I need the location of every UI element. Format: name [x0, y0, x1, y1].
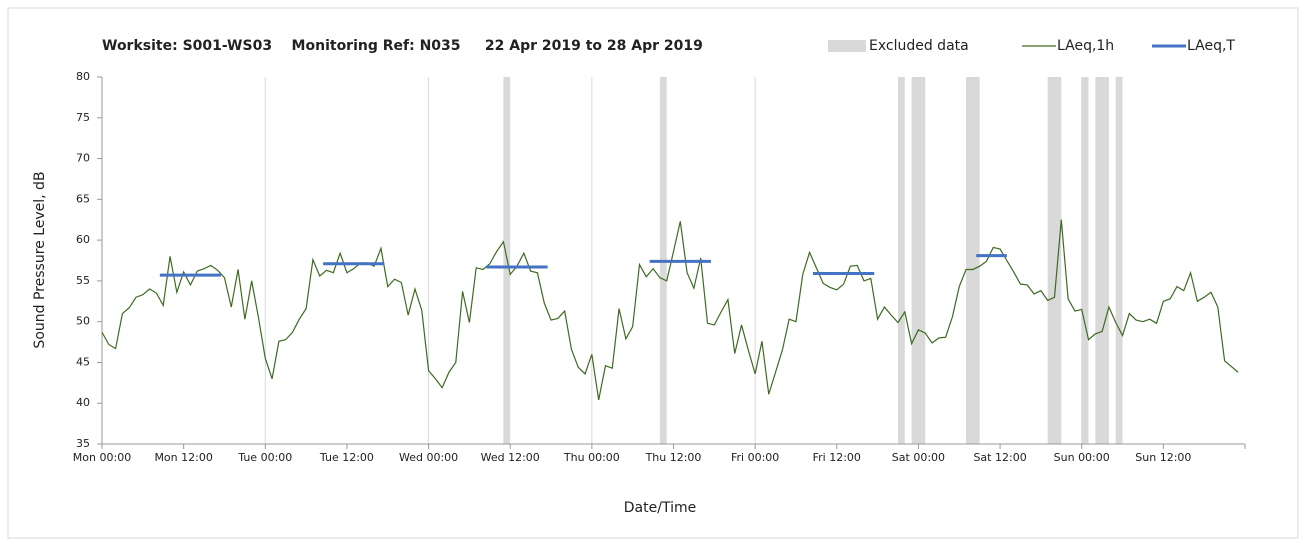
x-tick-label: Thu 12:00 [645, 451, 702, 464]
x-axis-label: Date/Time [624, 500, 696, 516]
x-tick-label: Fri 00:00 [731, 451, 779, 464]
frame [7, 7, 1299, 539]
excluded-band [1047, 77, 1062, 444]
x-tick-label: Wed 12:00 [481, 451, 540, 464]
legend-label: Excluded data [869, 38, 969, 54]
excluded-band [1095, 77, 1109, 444]
x-tick-label: Wed 00:00 [399, 451, 458, 464]
x-tick-label: Tue 12:00 [319, 451, 374, 464]
y-tick-label: 60 [76, 233, 90, 246]
y-tick-label: 50 [76, 315, 90, 328]
y-tick-label: 70 [76, 152, 90, 165]
x-tick-label: Fri 12:00 [813, 451, 861, 464]
legend-label: LAeq,1h [1057, 38, 1114, 54]
x-tick-label: Sun 12:00 [1135, 451, 1191, 464]
x-tick-label: Tue 00:00 [237, 451, 292, 464]
x-tick-label: Sun 00:00 [1054, 451, 1110, 464]
excluded-band [1081, 77, 1089, 444]
y-tick-label: 35 [76, 437, 90, 450]
excluded-band [1115, 77, 1123, 444]
x-tick-label: Thu 00:00 [563, 451, 620, 464]
legend-label: LAeq,T [1187, 38, 1235, 54]
y-tick-label: 45 [76, 355, 90, 368]
x-tick-label: Mon 00:00 [73, 451, 131, 464]
data-line [101, 219, 1239, 401]
x-tick-label: Mon 12:00 [154, 451, 212, 464]
legend-swatch [828, 40, 866, 52]
y-tick-label: 80 [76, 70, 90, 83]
excluded-band [898, 77, 905, 444]
y-tick-label: 75 [76, 111, 90, 124]
x-tick-label: Sat 00:00 [892, 451, 945, 464]
y-tick-label: 65 [76, 192, 90, 205]
y-tick-label: 55 [76, 274, 90, 287]
excluded-band [966, 77, 980, 444]
y-axis-label: Sound Pressure Level, dB [32, 171, 48, 348]
x-tick-label: Sat 12:00 [973, 451, 1026, 464]
y-tick-label: 40 [76, 396, 90, 409]
chart-title: Worksite: S001-WS03 Monitoring Ref: N035… [102, 38, 703, 54]
